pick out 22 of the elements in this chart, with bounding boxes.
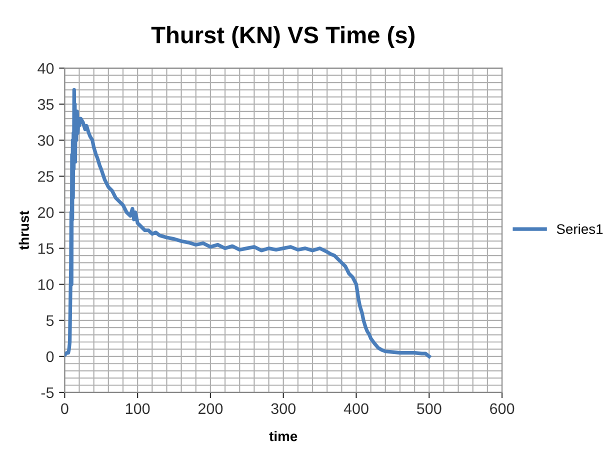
x-tick-label: 0 <box>61 403 68 414</box>
x-tick-label: 200 <box>198 403 223 414</box>
line-series <box>64 88 431 358</box>
chart-title: Thurst (KN) VS Time (s) <box>151 26 414 48</box>
y-tick-label: 15 <box>38 243 54 254</box>
y-tick-label: 0 <box>46 351 54 362</box>
x-tick-label: 600 <box>490 403 514 414</box>
y-tick-label: 10 <box>38 279 54 290</box>
legend-label: Series1 <box>556 224 603 234</box>
y-tick-label: -5 <box>41 387 54 398</box>
y-tick-label: 20 <box>38 207 54 218</box>
y-tick-label: 35 <box>38 99 54 110</box>
x-axis-title: time <box>269 430 298 442</box>
y-axis-title: thrust <box>18 210 29 250</box>
y-tick-label: 5 <box>46 315 54 326</box>
x-tick-label: 300 <box>271 403 296 414</box>
y-tick-label: 25 <box>38 171 54 182</box>
x-tick-label: 500 <box>417 403 442 414</box>
y-tick-label: 40 <box>38 63 54 74</box>
y-tick-label: 30 <box>38 135 54 146</box>
x-tick-label: 100 <box>126 403 150 414</box>
x-tick-label: 400 <box>344 403 368 414</box>
